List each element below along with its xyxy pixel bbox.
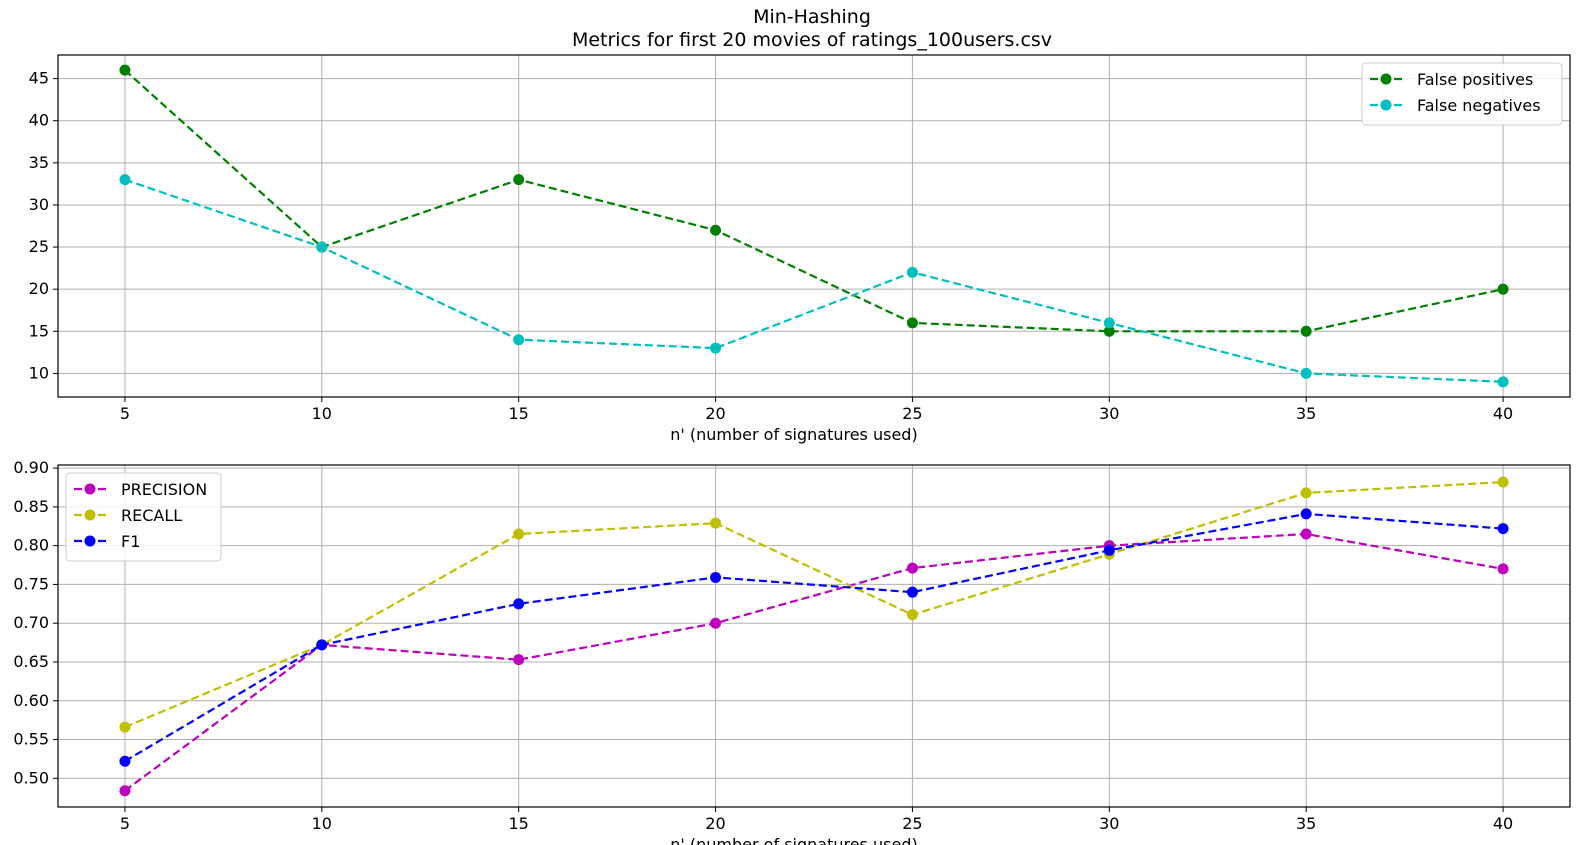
figure-title-line-1: Min-Hashing — [753, 6, 871, 28]
y-tick-label: 15 — [29, 321, 49, 340]
legend-label-false-positives: False positives — [1417, 70, 1533, 89]
errors-plot: 5 10 15 20 25 30 35 40 10 15 20 25 30 35 40 45 n' (numbe… — [29, 54, 1571, 444]
data-point-precision — [710, 617, 722, 629]
series-line-f1 — [124, 512, 1504, 763]
data-point-false-positives — [906, 317, 918, 329]
data-point-recall — [906, 609, 918, 621]
data-point-recall — [513, 528, 525, 540]
data-point-f1 — [906, 586, 918, 598]
y-tick-label: 30 — [29, 195, 49, 214]
y-tick-label: 35 — [29, 153, 49, 172]
scores-plot: 5 10 15 20 25 30 35 40 0.50 0.55 0.60 0.65 0.70 0.75 0… — [13, 458, 1571, 845]
plot-frame — [57, 464, 1571, 808]
y-tick-label: 0.85 — [13, 497, 49, 516]
x-tick-label: 5 — [120, 404, 130, 423]
legend-label-recall: RECALL — [121, 506, 182, 525]
legend-marker-recall — [84, 509, 96, 521]
y-tick-label: 10 — [29, 363, 49, 382]
legend-box — [1361, 62, 1563, 126]
data-point-false-positives — [1300, 325, 1312, 337]
y-tick-label: 25 — [29, 237, 49, 256]
data-point-false-positives — [119, 64, 131, 76]
legend-label-false-negatives: False negatives — [1417, 96, 1541, 115]
data-point-recall — [1497, 476, 1509, 488]
y-tick-label: 0.50 — [13, 768, 49, 787]
data-point-f1 — [513, 598, 525, 610]
x-tick-label: 35 — [1296, 814, 1316, 833]
x-tick-label: 10 — [312, 404, 332, 423]
legend-marker-f1 — [84, 535, 96, 547]
data-point-f1 — [119, 755, 131, 767]
x-tick-label: 20 — [705, 814, 725, 833]
series-line-false-negatives — [124, 178, 1504, 383]
x-tick-label: 15 — [509, 814, 529, 833]
legend-label-f1: F1 — [121, 532, 140, 551]
y-tick-label: 0.75 — [13, 574, 49, 593]
data-point-false-positives — [710, 224, 722, 236]
x-tick-label: 15 — [509, 404, 529, 423]
data-point-recall — [1300, 487, 1312, 499]
data-point-false-negatives — [119, 174, 131, 186]
data-point-recall — [119, 721, 131, 733]
x-tick-label: 25 — [902, 404, 922, 423]
data-point-false-negatives — [710, 342, 722, 354]
y-tick-label: 0.90 — [13, 458, 49, 477]
data-point-false-negatives — [1497, 376, 1509, 388]
x-axis-label: n' (number of signatures used) — [670, 425, 917, 444]
figure-title-line-2: Metrics for first 20 movies of ratings_1… — [572, 29, 1052, 51]
data-point-false-negatives — [906, 266, 918, 278]
x-tick-label: 20 — [705, 404, 725, 423]
x-tick-label: 40 — [1493, 404, 1513, 423]
x-tick-label: 25 — [902, 814, 922, 833]
data-point-precision — [906, 562, 918, 574]
x-tick-label: 30 — [1099, 404, 1119, 423]
data-point-precision — [513, 654, 525, 666]
x-tick-label: 5 — [120, 814, 130, 833]
data-point-false-positives — [1497, 283, 1509, 295]
y-tick-label: 20 — [29, 279, 49, 298]
data-point-precision — [119, 785, 131, 797]
data-point-false-positives — [1103, 325, 1115, 337]
data-point-f1 — [1300, 508, 1312, 520]
legend-marker-false-positives — [1380, 73, 1392, 85]
data-point-false-negatives — [1300, 367, 1312, 379]
y-tick-label: 0.65 — [13, 652, 49, 671]
y-tick-label: 0.80 — [13, 536, 49, 555]
series-line-precision — [124, 532, 1504, 792]
y-tick-label: 0.70 — [13, 613, 49, 632]
x-tick-label: 10 — [312, 814, 332, 833]
y-tick-label: 40 — [29, 111, 49, 130]
x-tick-label: 30 — [1099, 814, 1119, 833]
data-point-f1 — [1497, 523, 1509, 535]
x-axis-label: n' (number of signatures used) — [670, 835, 917, 845]
series-line-false-positives — [124, 69, 1504, 333]
y-tick-label: 45 — [29, 69, 49, 88]
legend-label-precision: PRECISION — [121, 480, 207, 499]
x-tick-label: 40 — [1493, 814, 1513, 833]
y-tick-label: 0.55 — [13, 730, 49, 749]
data-point-f1 — [710, 571, 722, 583]
data-point-precision — [1300, 528, 1312, 540]
data-point-false-positives — [513, 174, 525, 186]
data-point-recall — [710, 517, 722, 529]
series-line-recall — [124, 481, 1504, 729]
legend-marker-false-negatives — [1380, 99, 1392, 111]
x-tick-label: 35 — [1296, 404, 1316, 423]
data-point-f1 — [1103, 544, 1115, 556]
data-point-false-negatives — [1103, 317, 1115, 329]
legend-box — [65, 472, 222, 562]
data-point-false-negatives — [513, 334, 525, 346]
plot-frame — [57, 54, 1571, 398]
y-tick-label: 0.60 — [13, 691, 49, 710]
legend-marker-precision — [84, 483, 96, 495]
data-point-f1 — [316, 639, 328, 651]
data-point-precision — [1497, 563, 1509, 575]
data-point-false-negatives — [316, 241, 328, 253]
